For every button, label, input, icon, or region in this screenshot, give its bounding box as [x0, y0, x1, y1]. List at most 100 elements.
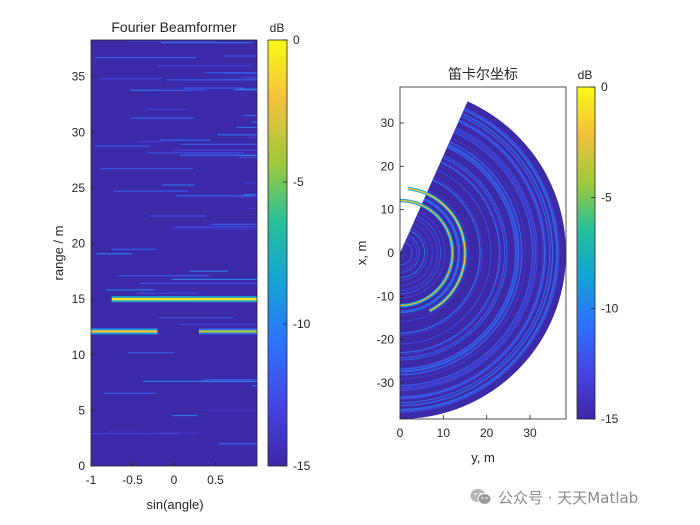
background-streak	[160, 139, 211, 141]
background-streak	[162, 184, 195, 186]
background-streak	[244, 182, 257, 184]
colorbar-tick-label: -10	[293, 317, 311, 331]
background-ring	[400, 169, 492, 345]
y-tick-label: 25	[72, 181, 86, 195]
colorbar-tick-label: -10	[601, 301, 619, 315]
y-tick-label: 10	[381, 203, 395, 217]
right-y-label: x, m	[354, 241, 369, 266]
x-tick-label: 20	[480, 426, 494, 440]
background-streak	[175, 226, 257, 228]
background-streak	[251, 385, 257, 387]
background-streak	[113, 190, 188, 192]
background-streak	[146, 152, 244, 154]
strong-return-line	[198, 330, 257, 333]
background-ring	[400, 195, 463, 316]
y-tick-label: -10	[377, 289, 395, 303]
y-tick-label: 30	[381, 116, 395, 130]
right-colorbar-ticks: 0 -5 -10 -15	[591, 80, 619, 426]
background-streak	[118, 275, 210, 277]
left-x-label: sin(angle)	[146, 497, 203, 512]
colorbar-tick-label: -5	[293, 175, 304, 189]
x-tick-label: 0	[397, 426, 404, 440]
background-ring	[400, 240, 414, 267]
background-streak	[217, 134, 257, 136]
left-y-axis: 0 5 10 15 20 25 30 35	[72, 70, 95, 473]
background-ring	[400, 112, 554, 407]
background-ring	[400, 131, 533, 386]
y-tick-label: -20	[377, 333, 395, 347]
background-ring	[400, 120, 545, 398]
y-tick-label: -30	[377, 376, 395, 390]
background-streak	[103, 392, 157, 394]
background-streak	[96, 253, 133, 255]
background-streak	[95, 56, 196, 59]
background-ring	[400, 119, 547, 400]
background-ring	[400, 144, 520, 373]
background-ring	[400, 108, 558, 411]
background-ring	[400, 114, 552, 405]
background-streak	[179, 154, 238, 156]
background-ring	[400, 147, 516, 369]
background-ring	[400, 215, 442, 295]
background-streak	[131, 117, 194, 119]
background-streak	[127, 41, 216, 43]
background-streak	[235, 195, 257, 198]
y-tick-label: 35	[72, 70, 86, 84]
background-ring	[400, 248, 405, 258]
left-colorbar-gradient	[267, 39, 288, 467]
background-streak	[106, 289, 155, 291]
wechat-icon	[470, 489, 492, 505]
watermark: 公众号 · 天天Matlab	[470, 484, 638, 510]
x-tick-label: -1	[86, 473, 97, 487]
background-streak	[161, 41, 254, 44]
background-ring	[400, 156, 507, 360]
background-ring	[400, 127, 538, 391]
right-x-label: y, m	[471, 450, 495, 465]
strong-return-line	[91, 330, 158, 333]
background-ring	[400, 119, 547, 400]
background-ring	[400, 144, 519, 372]
background-streak	[149, 215, 208, 217]
background-ring	[400, 234, 420, 273]
background-ring	[400, 230, 426, 279]
background-streak	[244, 194, 257, 196]
right-chart: 笛卡尔坐标 30 20 10 0 -10 -20 -30 0 10 20 30 y, m x, m	[354, 67, 567, 465]
background-streak	[176, 195, 252, 197]
background-ring	[400, 154, 508, 361]
strong-return-line	[111, 297, 257, 301]
background-streak	[238, 88, 257, 90]
background-ring	[400, 199, 459, 312]
background-ring	[400, 179, 481, 334]
background-streak	[179, 323, 257, 325]
background-streak	[247, 136, 257, 138]
y-tick-label: 20	[381, 159, 395, 173]
background-streak	[136, 141, 163, 143]
background-streak	[127, 351, 174, 354]
watermark-text: 公众号 · 天天Matlab	[498, 488, 639, 507]
background-streak	[158, 317, 233, 319]
right-title: 笛卡尔坐标	[448, 67, 518, 83]
right-x-axis: 0 10 20 30	[397, 415, 537, 440]
y-tick-label: 5	[78, 403, 85, 417]
left-plot-area	[91, 40, 257, 466]
colorbar-tick-label: -15	[293, 459, 311, 473]
background-streak	[95, 145, 150, 147]
background-ring	[400, 237, 418, 271]
background-streak	[205, 409, 257, 411]
right-sector	[400, 101, 566, 419]
background-streak	[241, 76, 257, 79]
colorbar-tick-label: -15	[601, 412, 619, 426]
background-ring	[400, 177, 483, 336]
y-tick-label: 0	[78, 459, 85, 473]
left-colorbar-ticks: 0 -5 -10 -15	[283, 33, 311, 473]
colorbar-tick-label: -5	[601, 191, 612, 205]
background-streak	[218, 443, 257, 445]
background-streak	[183, 87, 244, 89]
background-streak	[242, 114, 257, 117]
background-ring	[400, 157, 505, 359]
background-streak	[172, 149, 257, 151]
background-streak	[138, 292, 200, 294]
background-ring	[400, 189, 470, 323]
background-streak	[146, 108, 187, 110]
